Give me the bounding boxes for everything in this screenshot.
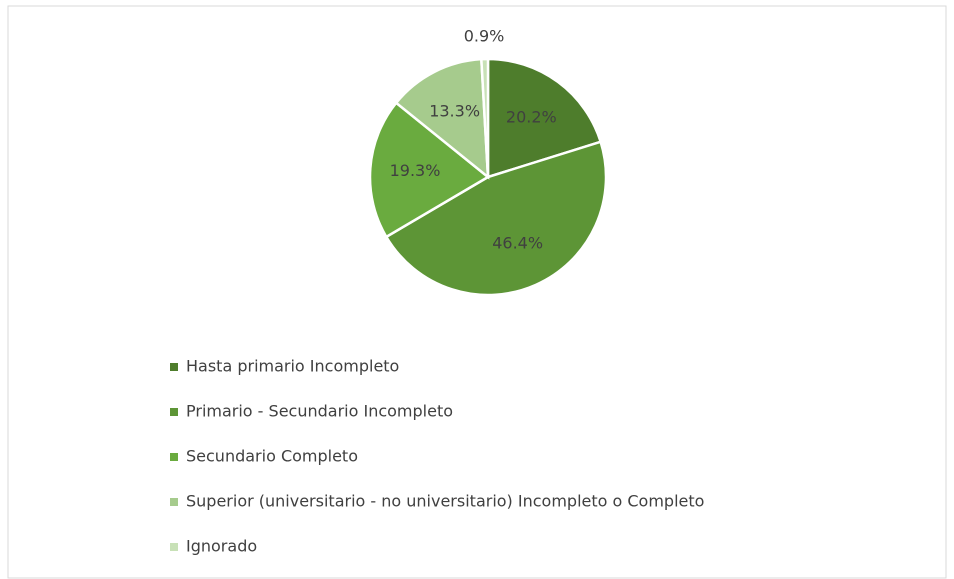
legend-label: Hasta primario Incompleto [186, 357, 399, 376]
legend-swatch [170, 543, 178, 551]
data-label: 19.3% [390, 161, 441, 180]
legend-label: Superior (universitario - no universitar… [186, 492, 704, 511]
data-label: 20.2% [506, 108, 557, 127]
pie-slice [394, 57, 490, 180]
legend-label: Secundario Completo [186, 447, 358, 466]
pie-slice [368, 101, 491, 239]
legend-label: Ignorado [186, 537, 257, 556]
pie-slice [480, 57, 490, 178]
data-label: 0.9% [464, 27, 505, 46]
data-label: 13.3% [429, 101, 480, 120]
data-label: 46.4% [492, 233, 543, 252]
legend-swatch [170, 498, 178, 506]
pie-slice [384, 140, 608, 297]
legend-swatch [170, 363, 178, 371]
legend-swatch [170, 408, 178, 416]
legend-swatch [170, 453, 178, 461]
pie-slice [486, 57, 603, 179]
legend-label: Primario - Secundario Incompleto [186, 402, 453, 421]
